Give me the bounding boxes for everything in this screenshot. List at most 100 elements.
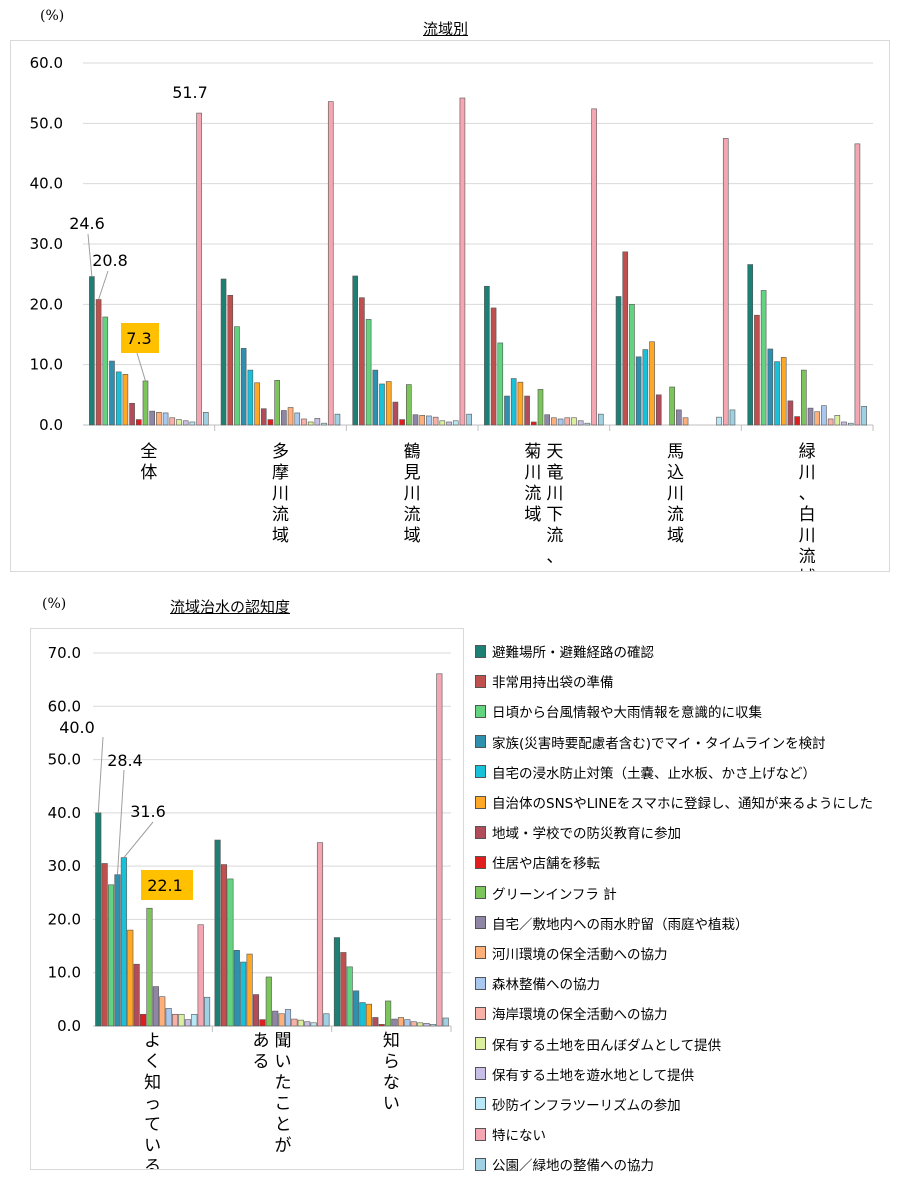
bar: [412, 414, 419, 426]
legend-label: 河川環境の保全活動への協力: [492, 946, 668, 963]
bar: [220, 278, 227, 426]
bar: [189, 421, 196, 426]
bar: [597, 413, 604, 426]
bar: [490, 307, 497, 426]
category-label-char: 川: [404, 484, 421, 504]
category-label-char: 多: [272, 442, 289, 462]
bar: [247, 369, 254, 426]
legend-label: 避難場所・避難経路の確認: [492, 645, 654, 662]
bar: [227, 294, 234, 426]
bar: [861, 405, 867, 426]
legend-label: 海岸環境の保全活動への協力: [492, 1007, 668, 1024]
bar: [246, 953, 253, 1027]
bar: [787, 400, 794, 426]
bar: [202, 412, 209, 426]
data-label: 20.8: [92, 251, 128, 270]
legend-swatch: [475, 1097, 486, 1111]
category-label-char: 川: [546, 484, 563, 504]
legend: 避難場所・避難経路の確認 非常用持出袋の準備 日頃から台風情報や大雨情報を意識的に収…: [475, 636, 895, 1179]
callout-line: [97, 736, 104, 813]
bar: [452, 420, 459, 426]
bar: [426, 415, 432, 426]
bar: [159, 996, 166, 1027]
bar: [114, 874, 121, 1027]
bar: [459, 97, 466, 426]
legend-label: グリーンインフラ 計: [492, 886, 617, 903]
bar: [615, 296, 622, 426]
category-label-char: 川: [799, 526, 816, 546]
bar: [197, 924, 204, 1027]
y-tick-label: 20.0: [48, 910, 81, 928]
bar: [767, 348, 774, 426]
data-label: 31.6: [130, 802, 166, 821]
bar: [214, 839, 221, 1027]
bar: [149, 410, 155, 426]
bar: [156, 412, 162, 426]
legend-label: 自宅の浸水防止対策（土嚢、止水板、かさ上げなど）: [492, 765, 816, 782]
category-label-char: よ: [144, 1031, 161, 1051]
category-label-char: っ: [144, 1094, 161, 1114]
bar: [310, 1022, 317, 1027]
bottom-bar-chart: 0.010.020.030.040.050.060.070.0よく知っている聞い…: [48, 644, 452, 1169]
y-tick-label: 0.0: [39, 416, 63, 434]
bar: [272, 1010, 279, 1027]
bar: [176, 419, 182, 426]
bar: [417, 1022, 424, 1027]
top-chart-unit: (%): [40, 8, 65, 24]
bar: [780, 357, 787, 426]
legend-item: グリーンインフラ 計: [475, 878, 895, 908]
bar: [359, 297, 365, 426]
bar: [466, 413, 472, 426]
bar: [365, 1003, 372, 1027]
bar: [252, 994, 260, 1027]
bar: [847, 422, 854, 426]
data-label: 51.7: [172, 83, 208, 102]
callout-line: [98, 270, 109, 300]
bar: [265, 976, 272, 1027]
bar: [807, 407, 814, 426]
bar: [323, 1013, 330, 1027]
bar: [108, 884, 115, 1027]
bar: [227, 878, 234, 1027]
category-label-char: 全: [140, 442, 157, 462]
bar: [432, 416, 439, 426]
bar: [537, 389, 544, 426]
legend-swatch: [475, 1127, 486, 1141]
bar: [392, 401, 399, 426]
bar: [385, 381, 392, 426]
bar: [517, 381, 524, 426]
y-tick-label: 10.0: [30, 356, 63, 374]
data-label: 7.3: [126, 329, 151, 348]
category-label-char: 川: [799, 463, 816, 483]
bar: [294, 412, 301, 426]
bar: [423, 1023, 430, 1027]
legend-label: 地域・学校での防災教育に参加: [492, 826, 681, 843]
category-label-char: 知: [383, 1031, 400, 1051]
bar: [291, 1018, 298, 1027]
legend-item: 河川環境の保全活動への協力: [475, 938, 895, 968]
bar: [260, 408, 267, 426]
bar: [854, 143, 861, 426]
legend-item: 避難場所・避難経路の確認: [475, 636, 895, 666]
category-label-char: 域: [272, 526, 289, 546]
category-label-char: 流: [404, 505, 421, 525]
legend-item: 保有する土地を遊水地として提供: [475, 1059, 895, 1089]
bar: [682, 417, 689, 426]
legend-item: 公園／緑地の整備への協力: [475, 1149, 895, 1179]
bar: [446, 421, 452, 426]
category-label-char: 域: [667, 526, 684, 546]
category-label-char: い: [383, 1094, 400, 1114]
bar: [346, 966, 353, 1027]
legend-item: 自宅／敷地内への雨水貯留（雨庭や植栽）: [475, 908, 895, 938]
bar: [254, 382, 260, 426]
category-label-char: い: [275, 1052, 292, 1072]
bar: [379, 383, 385, 426]
legend-item: 非常用持出袋の準備: [475, 666, 895, 696]
category-label-char: 知: [144, 1073, 161, 1093]
bar: [316, 842, 324, 1027]
bar: [814, 411, 821, 426]
y-tick-label: 60.0: [30, 54, 63, 72]
bar: [127, 929, 134, 1027]
y-tick-label: 50.0: [30, 114, 63, 132]
callout-line: [87, 233, 93, 277]
